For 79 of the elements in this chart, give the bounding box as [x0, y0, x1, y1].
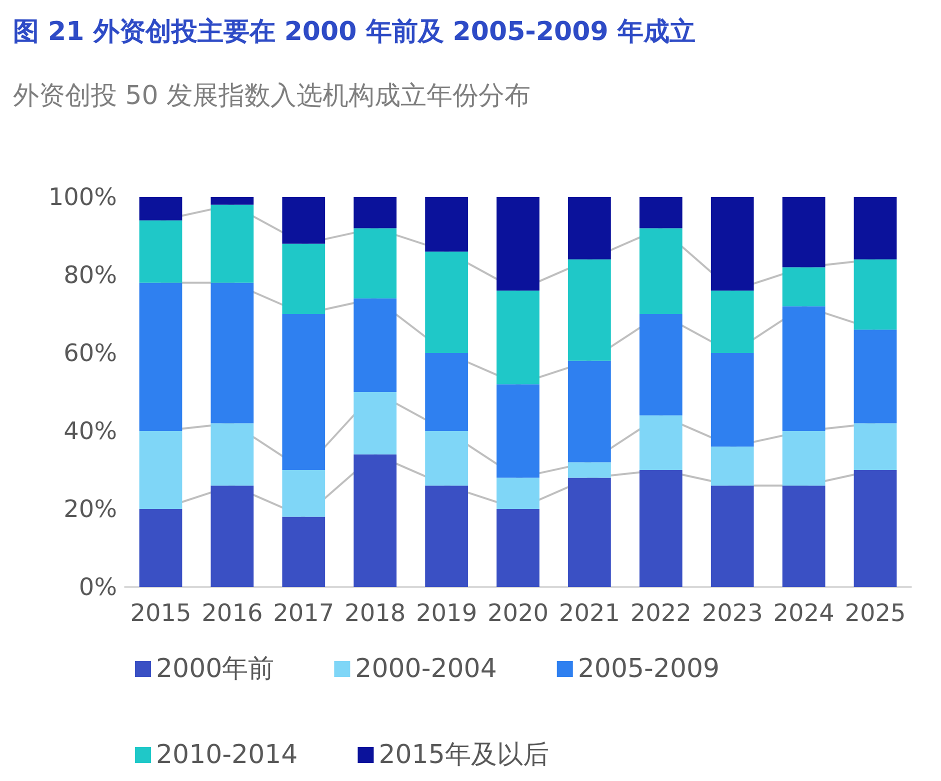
bar: [782, 197, 826, 268]
bar: [854, 423, 897, 470]
x-tick-label: 2022: [630, 599, 692, 627]
bar: [782, 431, 826, 486]
bar: [568, 259, 611, 361]
legend-label: 2000年前: [156, 654, 274, 684]
bar: [425, 431, 468, 486]
bar: [210, 282, 254, 424]
bar: [854, 330, 897, 424]
bar: [639, 197, 682, 228]
bar: [139, 197, 182, 220]
bar: [139, 431, 182, 509]
bar: [854, 197, 897, 260]
x-tick-label: 2020: [487, 599, 549, 627]
bar: [354, 298, 397, 392]
x-tick-label: 2017: [273, 599, 334, 627]
bar: [425, 197, 468, 252]
x-tick-label: 2023: [702, 599, 763, 627]
bar: [210, 423, 254, 486]
bar: [354, 228, 397, 298]
bar: [496, 478, 540, 509]
bar: [710, 353, 754, 447]
chart-subtitle: 外资创投 50 发展指数入选机构成立年份分布: [13, 81, 531, 111]
bar: [210, 204, 254, 283]
x-tick-label: 2016: [202, 599, 263, 627]
x-tick-label: 2024: [773, 599, 834, 627]
bar: [782, 306, 826, 431]
legend-label: 2015年及以后: [378, 740, 549, 770]
bar: [496, 197, 540, 291]
bar: [854, 470, 897, 587]
bar: [354, 197, 397, 228]
bar: [496, 384, 540, 478]
y-tick-label: 60%: [64, 339, 117, 367]
x-tick-label: 2018: [344, 599, 406, 627]
bar: [639, 470, 682, 587]
bar: [282, 516, 326, 587]
bar: [282, 470, 326, 517]
y-tick-label: 20%: [64, 495, 117, 523]
bar: [639, 415, 682, 470]
bar: [854, 259, 897, 330]
legend-label: 2005-2009: [578, 654, 720, 684]
bar: [568, 197, 611, 260]
bar: [354, 392, 397, 454]
bar: [639, 314, 682, 416]
y-tick-label: 100%: [48, 183, 117, 211]
bar: [782, 267, 826, 306]
bar: [282, 314, 326, 470]
y-tick-label: 0%: [78, 573, 117, 601]
bar: [710, 446, 754, 486]
bar: [568, 360, 611, 462]
bar: [710, 197, 754, 291]
bar: [496, 290, 540, 384]
bar: [782, 486, 826, 587]
bar: [425, 353, 468, 431]
legend-label: 2000-2004: [355, 654, 497, 684]
bar: [568, 462, 611, 478]
x-tick-label: 2015: [130, 599, 192, 627]
bar: [139, 220, 182, 283]
bar: [496, 509, 540, 587]
bar: [139, 282, 182, 431]
bar: [710, 290, 754, 353]
chart-title: 图 21 外资创投主要在 2000 年前及 2005-2009 年成立: [13, 17, 696, 47]
bar: [210, 486, 254, 587]
x-tick-label: 2025: [844, 599, 906, 627]
bar: [639, 228, 682, 314]
bar: [282, 244, 326, 314]
x-tick-label: 2021: [558, 599, 620, 627]
x-tick-label: 2019: [416, 599, 478, 627]
bar: [710, 486, 754, 587]
bar: [139, 509, 182, 587]
bar: [354, 454, 397, 587]
bar: [282, 197, 326, 244]
legend-label: 2010-2014: [156, 740, 298, 770]
y-tick-label: 40%: [64, 417, 117, 445]
bar: [568, 478, 611, 587]
bar: [210, 197, 254, 205]
bar: [425, 486, 468, 587]
bar: [425, 252, 468, 353]
y-tick-label: 80%: [64, 261, 117, 289]
